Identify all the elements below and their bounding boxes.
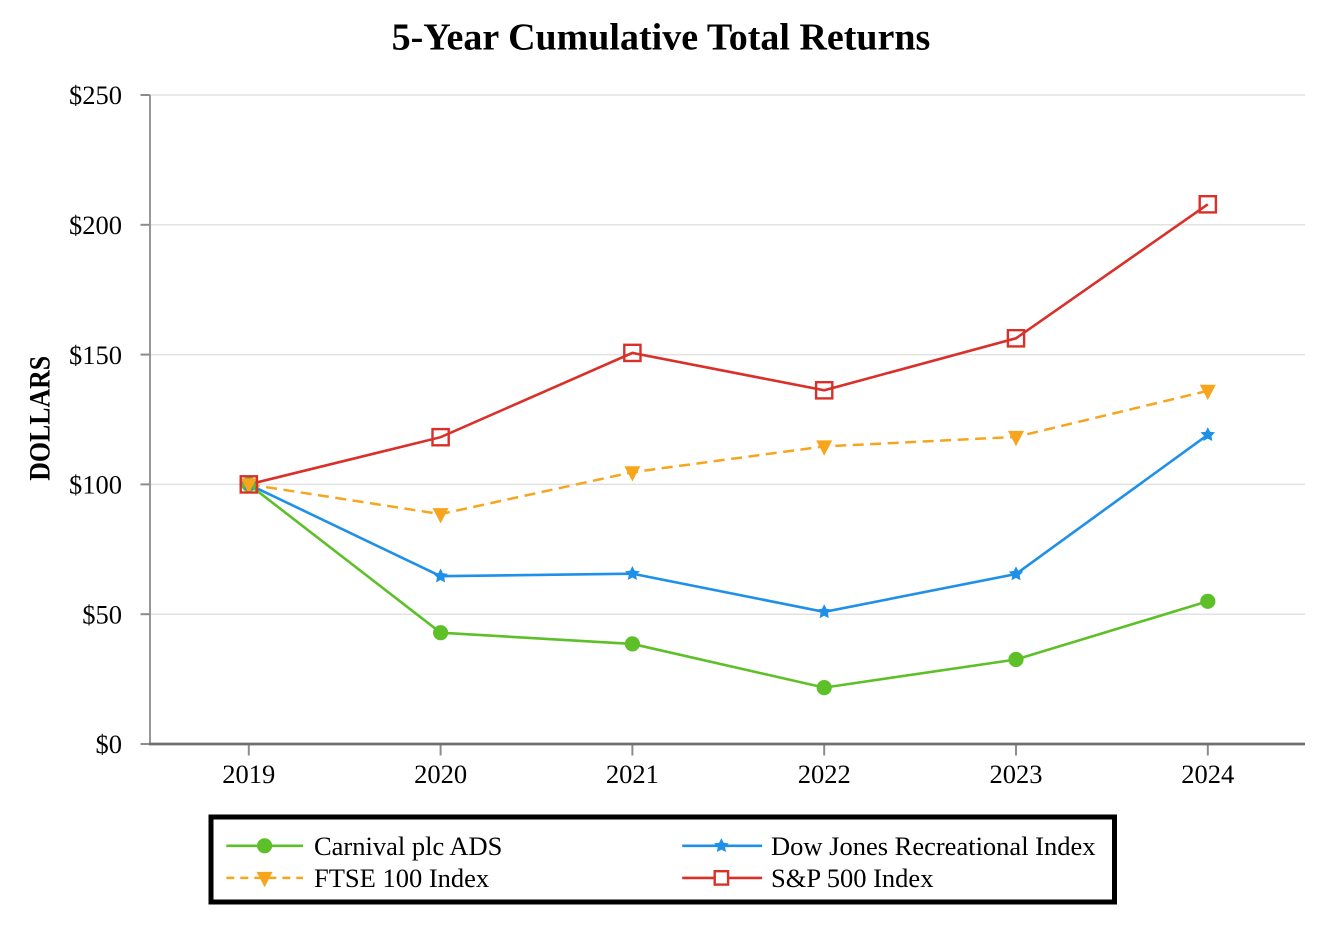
svg-text:2021: 2021	[606, 759, 659, 789]
svg-text:$250: $250	[69, 80, 122, 110]
svg-text:$150: $150	[69, 340, 122, 370]
svg-text:Carnival plc ADS: Carnival plc ADS	[314, 831, 502, 861]
svg-text:$200: $200	[69, 210, 122, 240]
svg-text:$0: $0	[96, 729, 123, 759]
svg-text:2023: 2023	[990, 759, 1043, 789]
svg-text:2020: 2020	[414, 759, 467, 789]
svg-text:$50: $50	[82, 599, 122, 629]
svg-text:Dow Jones Recreational Index: Dow Jones Recreational Index	[771, 831, 1096, 861]
svg-text:5-Year Cumulative Total Return: 5-Year Cumulative Total Returns	[392, 17, 931, 59]
svg-text:2024: 2024	[1181, 759, 1234, 789]
svg-text:DOLLARS: DOLLARS	[24, 356, 57, 481]
svg-text:$100: $100	[69, 470, 122, 500]
svg-text:FTSE 100 Index: FTSE 100 Index	[314, 863, 489, 893]
svg-text:S&P 500 Index: S&P 500 Index	[771, 863, 933, 893]
svg-text:2022: 2022	[798, 759, 851, 789]
svg-text:2019: 2019	[222, 759, 275, 789]
